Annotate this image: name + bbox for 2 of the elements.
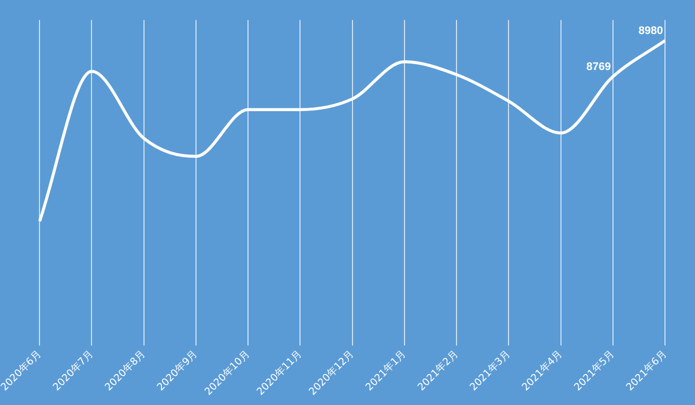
- data-label: 8980: [638, 25, 663, 38]
- data-label: 8769: [586, 61, 611, 74]
